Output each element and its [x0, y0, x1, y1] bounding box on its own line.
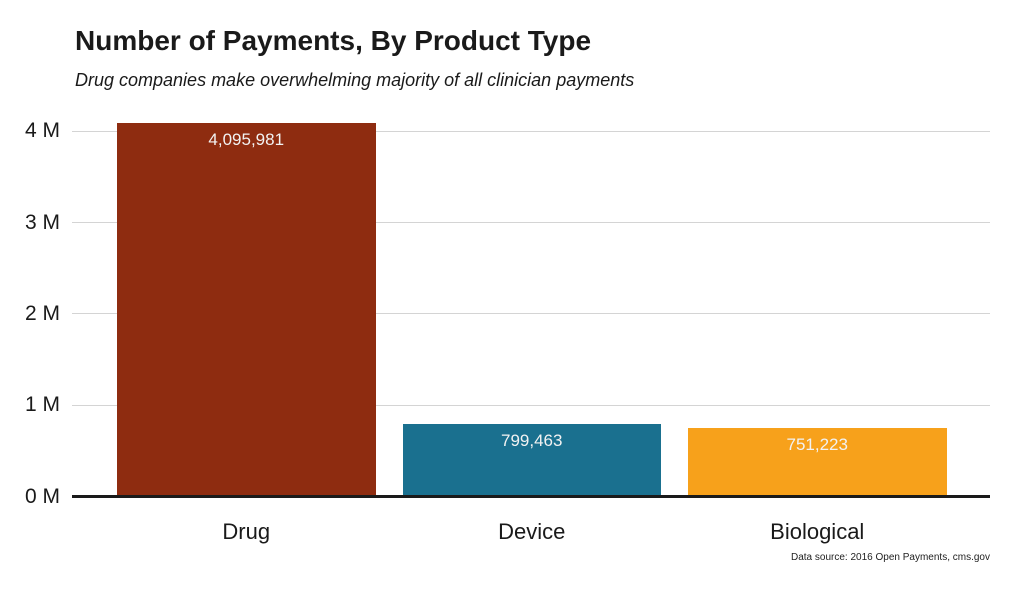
y-tick-label: 3 M	[24, 210, 60, 234]
y-tick-label: 2 M	[24, 301, 60, 325]
bar-drug: 4,095,981	[117, 122, 376, 497]
y-tick-label: 0 M	[24, 484, 60, 508]
x-axis-label-biological: Biological	[770, 519, 865, 544]
gridline	[72, 404, 990, 406]
x-axis-baseline	[72, 495, 990, 498]
bar-device: 799,463	[402, 423, 661, 497]
bar-value-label: 4,095,981	[208, 129, 285, 149]
y-tick-label: 1 M	[24, 393, 60, 417]
gridline	[72, 313, 990, 315]
gridline	[72, 130, 990, 132]
x-axis-label-drug: Drug	[222, 519, 271, 544]
data-source-note: Data source: 2016 Open Payments, cms.gov	[791, 552, 990, 563]
chart-subtitle: Drug companies make overwhelming majorit…	[75, 70, 635, 90]
bar-biological: 751,223	[688, 427, 947, 497]
chart-title: Number of Payments, By Product Type	[75, 25, 592, 56]
bar-value-label: 799,463	[501, 430, 563, 450]
y-tick-label: 4 M	[24, 119, 60, 143]
x-axis-label-device: Device	[498, 519, 566, 544]
bar-value-label: 751,223	[786, 434, 848, 454]
gridline	[72, 222, 990, 224]
